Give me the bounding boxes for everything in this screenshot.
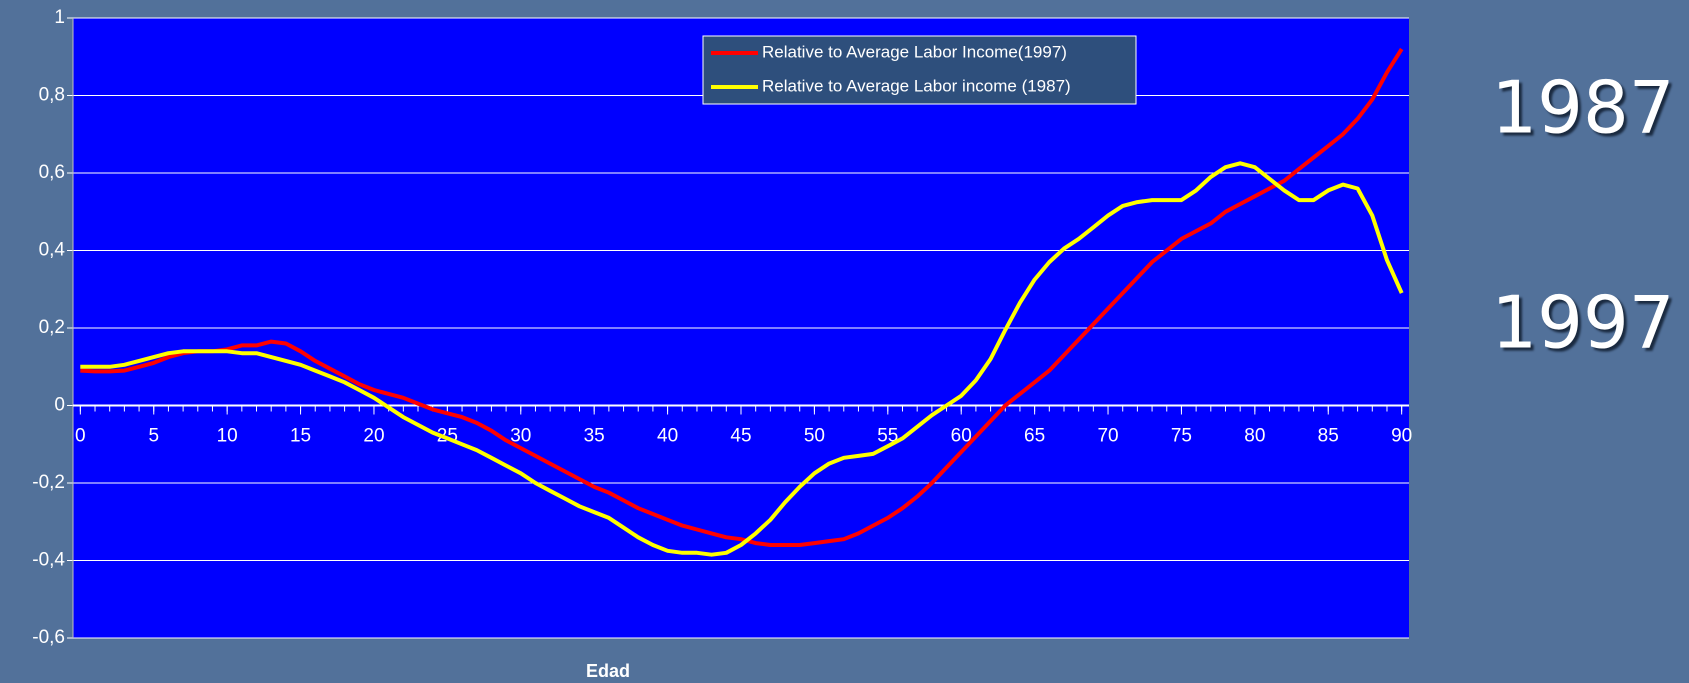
- x-axis-title: Edad: [586, 661, 630, 681]
- x-tick-label: 85: [1318, 426, 1339, 447]
- y-tick-label: -0,6: [32, 627, 65, 648]
- x-tick-label: 60: [951, 426, 972, 447]
- annotation: 1997: [1491, 281, 1674, 365]
- legend-label: Relative to Average Labor Income(1997): [762, 42, 1067, 61]
- y-tick-label: 0: [54, 395, 65, 416]
- y-tick-label: 0,8: [39, 85, 65, 106]
- y-tick-label: -0,2: [32, 472, 65, 493]
- x-tick-label: 35: [584, 426, 605, 447]
- x-tick-label: 80: [1244, 426, 1265, 447]
- annotation: 1987: [1491, 66, 1674, 150]
- x-tick-label: 40: [657, 426, 678, 447]
- x-tick-label: 30: [510, 426, 531, 447]
- legend-box: [702, 35, 1137, 105]
- x-tick-label: 65: [1024, 426, 1045, 447]
- x-tick-label: 90: [1391, 426, 1412, 447]
- y-tick-label: 0,2: [39, 317, 65, 338]
- x-tick-label: 45: [730, 426, 751, 447]
- x-tick-label: 5: [148, 426, 159, 447]
- y-tick-label: 0,4: [39, 240, 66, 261]
- x-tick-label: 15: [290, 426, 311, 447]
- y-tick-label: 1: [54, 7, 65, 28]
- x-tick-label: 20: [363, 426, 384, 447]
- x-tick-label: 70: [1097, 426, 1118, 447]
- legend-label: Relative to Average Labor income (1987): [762, 76, 1071, 95]
- y-tick-label: 0,6: [39, 162, 65, 183]
- x-tick-label: 75: [1171, 426, 1192, 447]
- line-series: [80, 161, 1404, 557]
- x-tick-label: 50: [804, 426, 825, 447]
- line-series: [80, 47, 1404, 547]
- y-tick-label: -0,4: [32, 550, 65, 571]
- x-tick-label: 0: [75, 426, 86, 447]
- x-tick-label: 10: [217, 426, 238, 447]
